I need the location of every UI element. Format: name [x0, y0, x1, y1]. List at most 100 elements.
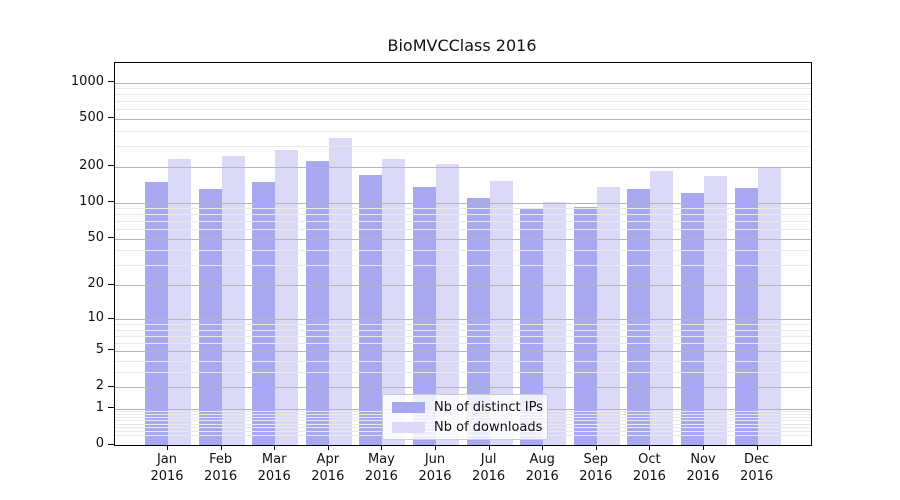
x-tick-jan — [167, 445, 168, 450]
bar-nb-of-distinct-ips-oct — [627, 188, 651, 445]
gridline-major-500 — [115, 118, 811, 120]
y-tick-1 — [108, 407, 114, 409]
legend-label-distinct-ips: Nb of distinct IPs — [434, 399, 543, 415]
gridline-minor-80 — [115, 214, 811, 216]
x-tick-label-jan: Jan 2016 — [150, 452, 184, 484]
legend-swatch-downloads — [392, 421, 425, 433]
bar-nb-of-distinct-ips-mar — [252, 182, 276, 445]
y-tick-label-1: 1 — [95, 399, 104, 415]
x-tick-sep — [595, 445, 597, 450]
bar-nb-of-downloads-may — [382, 159, 406, 445]
bar-nb-of-distinct-ips-dec — [734, 188, 758, 445]
x-tick-label-feb: Feb 2016 — [204, 452, 238, 484]
bar-nb-of-downloads-jan — [168, 159, 191, 445]
gridline-major-10 — [115, 319, 811, 321]
gridline-major-100 — [115, 202, 811, 204]
gridline-major-1000 — [115, 82, 811, 84]
bar-nb-of-distinct-ips-may — [359, 175, 383, 445]
x-tick-nov — [703, 445, 704, 450]
bar-nb-of-downloads-apr — [328, 137, 352, 445]
x-tick-label-jul: Jul 2016 — [472, 452, 506, 484]
legend-label-downloads: Nb of downloads — [434, 419, 543, 435]
y-tick-label-50: 50 — [87, 229, 104, 245]
gridline-minor-8 — [115, 329, 811, 331]
x-tick-mar — [274, 445, 276, 450]
gridline-minor-9 — [115, 324, 811, 326]
y-tick-2 — [108, 385, 114, 387]
x-tick-jul — [488, 445, 490, 450]
y-tick-0 — [108, 443, 114, 445]
gridline-major-5 — [115, 350, 811, 352]
bar-nb-of-distinct-ips-nov — [681, 192, 704, 445]
gridline-minor-60 — [115, 229, 811, 231]
gridline-minor-70 — [115, 221, 811, 223]
y-tick-200 — [108, 165, 114, 167]
x-tick-label-mar: Mar 2016 — [257, 452, 291, 484]
gridline-minor-800 — [115, 94, 811, 96]
legend-swatch-distinct-ips — [392, 401, 425, 413]
y-tick-label-1000: 1000 — [70, 73, 104, 89]
y-tick-label-500: 500 — [79, 109, 104, 125]
bar-nb-of-distinct-ips-aug — [520, 208, 544, 445]
gridline-major-50 — [115, 238, 811, 240]
bar-nb-of-downloads-dec — [757, 167, 781, 445]
y-tick-10 — [108, 317, 114, 319]
bars-layer — [115, 63, 811, 445]
legend-item-downloads: Nb of downloads — [383, 419, 547, 436]
y-tick-20 — [108, 283, 114, 285]
y-tick-label-0: 0 — [95, 436, 104, 451]
x-tick-jun — [435, 445, 436, 450]
x-tick-apr — [327, 445, 329, 450]
gridline-minor-7 — [115, 335, 811, 337]
grid-layer — [115, 63, 811, 445]
gridline-minor-4 — [115, 360, 811, 362]
bar-nb-of-downloads-jul — [489, 181, 513, 445]
gridline-minor-700 — [115, 101, 811, 103]
chart-title: BioMVCClass 2016 — [387, 36, 537, 55]
x-tick-label-sep: Sep 2016 — [579, 452, 613, 484]
legend-item-distinct-ips: Nb of distinct IPs — [383, 399, 547, 416]
x-tick-label-may: May 2016 — [364, 452, 398, 484]
gridline-minor-40 — [115, 250, 811, 252]
x-tick-oct — [649, 445, 651, 450]
y-tick-1000 — [108, 81, 114, 83]
y-tick-label-100: 100 — [79, 193, 104, 209]
y-tick-100 — [108, 201, 114, 203]
gridline-minor-3 — [115, 372, 811, 374]
bar-nb-of-downloads-aug — [543, 201, 567, 445]
bar-nb-of-downloads-nov — [704, 176, 727, 445]
bar-nb-of-downloads-jun — [436, 163, 459, 445]
x-tick-may — [381, 445, 383, 450]
y-tick-label-2: 2 — [95, 378, 104, 394]
legend: Nb of distinct IPs Nb of downloads — [382, 394, 548, 440]
x-tick-feb — [220, 445, 222, 450]
gridline-major-20 — [115, 285, 811, 287]
bar-nb-of-distinct-ips-jan — [145, 182, 168, 445]
y-tick-label-10: 10 — [87, 310, 104, 326]
y-tick-label-5: 5 — [95, 341, 104, 357]
y-tick-label-200: 200 — [79, 157, 104, 173]
x-tick-label-aug: Aug 2016 — [525, 452, 559, 484]
x-tick-label-nov: Nov 2016 — [686, 452, 720, 484]
bar-nb-of-distinct-ips-sep — [573, 206, 597, 445]
x-tick-dec — [756, 445, 758, 450]
gridline-minor-600 — [115, 109, 811, 111]
gridline-minor-90 — [115, 208, 811, 210]
plot-area: Nb of distinct IPs Nb of downloads — [114, 62, 812, 446]
gridline-minor-6 — [115, 342, 811, 344]
gridline-major-200 — [115, 166, 811, 168]
y-tick-5 — [108, 349, 114, 351]
bar-nb-of-distinct-ips-feb — [198, 189, 222, 445]
gridline-major-2 — [115, 387, 811, 389]
gridline-minor-400 — [115, 130, 811, 132]
y-tick-label-20: 20 — [87, 276, 104, 292]
x-tick-label-jun: Jun 2016 — [418, 452, 452, 484]
x-tick-label-apr: Apr 2016 — [311, 452, 345, 484]
bar-nb-of-distinct-ips-apr — [305, 161, 329, 445]
gridline-minor-900 — [115, 88, 811, 90]
bar-nb-of-distinct-ips-jul — [466, 198, 490, 445]
y-tick-500 — [108, 117, 114, 119]
bar-nb-of-downloads-sep — [596, 187, 620, 445]
y-tick-50 — [108, 237, 114, 239]
